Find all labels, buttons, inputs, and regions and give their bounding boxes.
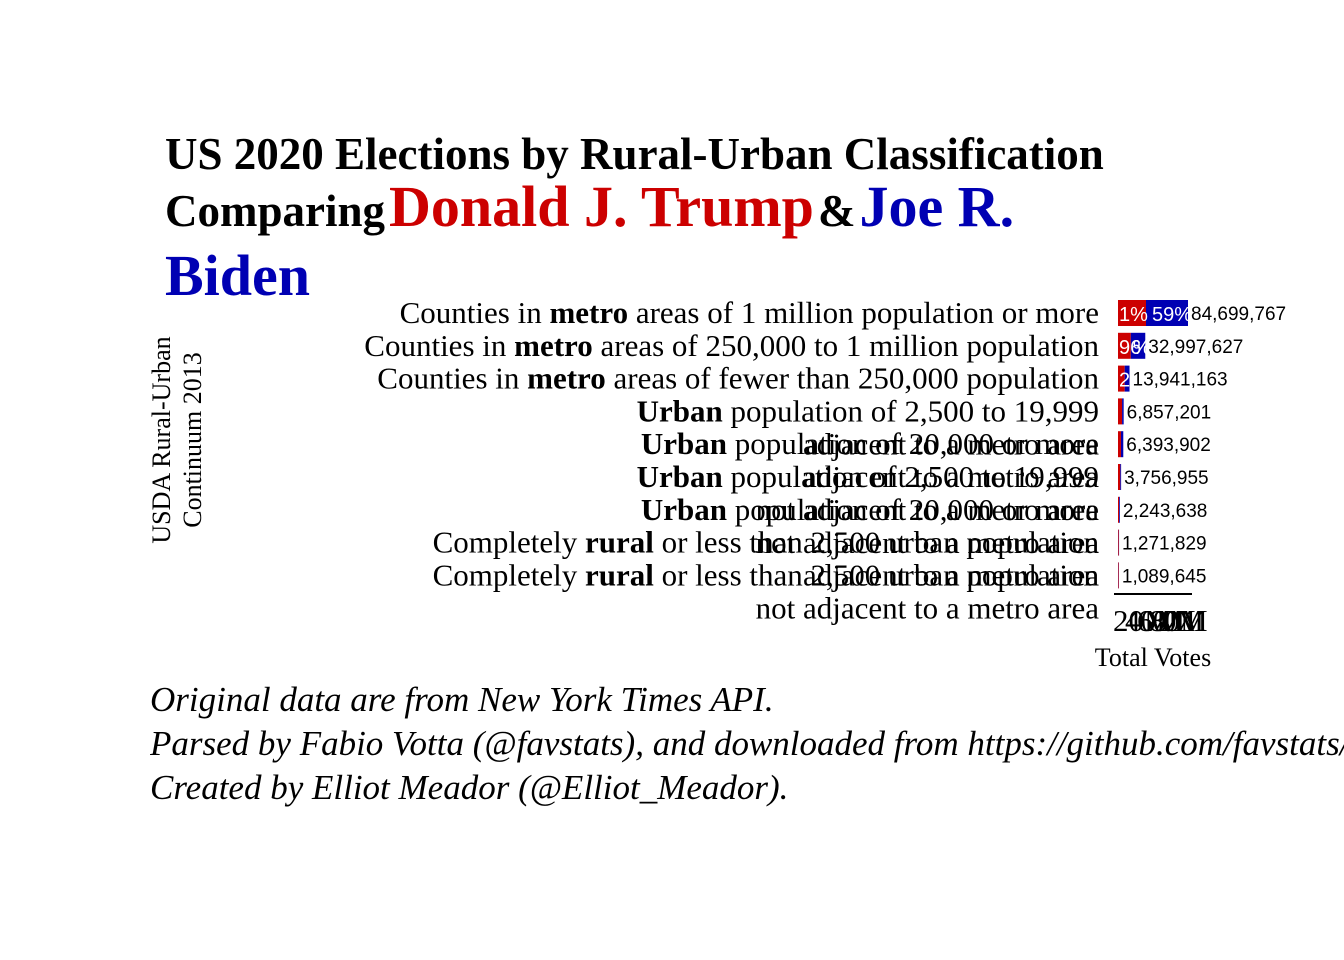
category-label-part: areas of fewer than 250,000 population xyxy=(606,361,1100,396)
category-label-part: Counties in xyxy=(377,361,527,396)
bar-biden xyxy=(1124,365,1130,392)
category-label-part: population of 2,500 to 19,999 xyxy=(723,459,1099,494)
bar-trump xyxy=(1118,431,1121,458)
caption-line-3: Created by Elliot Meador (@Elliot_Meador… xyxy=(150,768,789,807)
bar-trump xyxy=(1118,300,1146,326)
category-label-part: or less than 2,500 urban population xyxy=(654,557,1100,592)
pct-label-trump: 1% xyxy=(1119,304,1148,326)
title-line-1: US 2020 Elections by Rural-Urban Classif… xyxy=(165,129,1104,179)
category-label-line-2: adjacent to a metro area xyxy=(803,459,1099,494)
total-label: 1,089,645 xyxy=(1122,566,1207,587)
category-label-part: Urban xyxy=(641,426,727,461)
bar-biden xyxy=(1122,398,1124,425)
bar-biden xyxy=(1120,464,1122,490)
total-label: 1,271,829 xyxy=(1122,534,1207,555)
title-ampersand: & xyxy=(817,186,856,236)
total-label: 2,243,638 xyxy=(1123,501,1208,522)
total-label: 3,756,955 xyxy=(1124,468,1209,489)
category-label-part: areas of 250,000 to 1 million population xyxy=(593,328,1100,363)
title-comparing: Comparing xyxy=(165,186,386,236)
category-label-part: metro xyxy=(549,295,628,330)
total-label: 6,857,201 xyxy=(1127,402,1212,423)
category-label: Counties in metro areas of fewer than 25… xyxy=(377,361,1099,396)
pct-label-trump: 96 xyxy=(1119,337,1141,359)
bar-trump xyxy=(1118,464,1121,490)
title-line-2: Comparing Donald J. Trump & Joe R. Biden xyxy=(165,178,1165,318)
total-label: 13,941,163 xyxy=(1133,370,1228,391)
title-biden-first: Joe R. xyxy=(859,174,1015,239)
category-label-part: Counties in xyxy=(364,328,514,363)
x-tick-label: 60M xyxy=(1137,603,1196,638)
category-label-part: population of 20,000 or more xyxy=(727,492,1099,527)
category-label-part: areas of 1 million population or more xyxy=(628,295,1099,330)
bar-trump xyxy=(1118,332,1131,359)
bar-trump xyxy=(1118,529,1119,556)
title-trump: Donald J. Trump xyxy=(389,174,814,239)
bar-trump xyxy=(1118,562,1119,589)
category-label-line-2: not adjacent to a metro area xyxy=(756,492,1100,527)
category-labels: Counties in metro areas of 1 million pop… xyxy=(364,295,1099,625)
caption: Original data are from New York Times AP… xyxy=(150,678,1344,810)
chart-title: US 2020 Elections by Rural-Urban Classif… xyxy=(165,128,1165,318)
title-biden-last: Biden xyxy=(165,243,311,308)
category-label: Urban population of 20,000 or more adjace… xyxy=(641,426,1099,494)
bar-biden xyxy=(1120,431,1124,458)
bar-biden xyxy=(1119,496,1120,523)
bar-trump xyxy=(1118,398,1123,425)
category-label: Counties in metro areas of 250,000 to 1 … xyxy=(364,328,1099,363)
total-label: 32,997,627 xyxy=(1148,337,1243,358)
category-label-part: rural xyxy=(585,525,654,560)
category-label-part: metro xyxy=(527,361,606,396)
category-label-part: metro xyxy=(514,328,593,363)
category-label-part: population of 2,500 to 19,999 xyxy=(723,393,1099,428)
pct-label-biden: % xyxy=(1133,337,1151,359)
category-label: Completely rural or less than 2,500 urba… xyxy=(433,557,1100,625)
bar-trump xyxy=(1118,365,1125,392)
category-label-part: rural xyxy=(585,557,654,592)
category-label: Urban population of 20,000 or more not ad… xyxy=(641,492,1099,560)
x-tick-label: 40M xyxy=(1125,603,1184,638)
total-label: 6,393,902 xyxy=(1126,435,1211,456)
category-label-part: Urban xyxy=(637,459,723,494)
x-tick-label: 20M xyxy=(1113,603,1172,638)
x-axis-title: Total Votes xyxy=(1095,643,1211,672)
category-label-part: Completely xyxy=(433,557,585,592)
category-label-part: Urban xyxy=(637,393,723,428)
category-label-part: or less than 2,500 urban population xyxy=(654,525,1100,560)
category-label-part: population of 20,000 or more xyxy=(727,426,1099,461)
category-label: Counties in metro areas of 1 million pop… xyxy=(400,295,1099,330)
bar-trump xyxy=(1118,496,1120,523)
category-label-line-2: adjacent to a metro area xyxy=(803,558,1099,593)
category-label: Completely rural or less than 2,500 urba… xyxy=(433,525,1100,593)
category-label-part: Completely xyxy=(433,525,585,560)
category-label: Urban population of 2,500 to 19,999 not a… xyxy=(637,459,1100,527)
category-label-part: Counties in xyxy=(400,295,550,330)
x-tick-label: 0M xyxy=(1161,603,1204,638)
bars: 1% 59%84,699,767 96%32,997,627 2 13,941,163 6… xyxy=(1118,300,1286,589)
pct-label-biden: 59% xyxy=(1152,304,1192,326)
category-label-part: Urban xyxy=(641,492,727,527)
category-label-line-2: not adjacent to a metro area xyxy=(756,590,1100,625)
caption-line-2: Parsed by Fabio Votta (@favstats), and d… xyxy=(150,724,1344,763)
total-label: 84,699,767 xyxy=(1191,304,1286,325)
category-label-line-2: not adjacent to a metro area xyxy=(756,525,1100,560)
caption-line-1: Original data are from New York Times AP… xyxy=(150,680,774,719)
pct-label-trump: 2 xyxy=(1119,370,1130,392)
bar-biden xyxy=(1130,332,1146,359)
x-tick-label: 80M xyxy=(1149,603,1208,638)
bar-biden xyxy=(1145,300,1188,326)
category-label: Urban population of 2,500 to 19,999 adjac… xyxy=(637,393,1100,461)
category-label-line-2: adjacent to a metro area xyxy=(803,426,1099,461)
